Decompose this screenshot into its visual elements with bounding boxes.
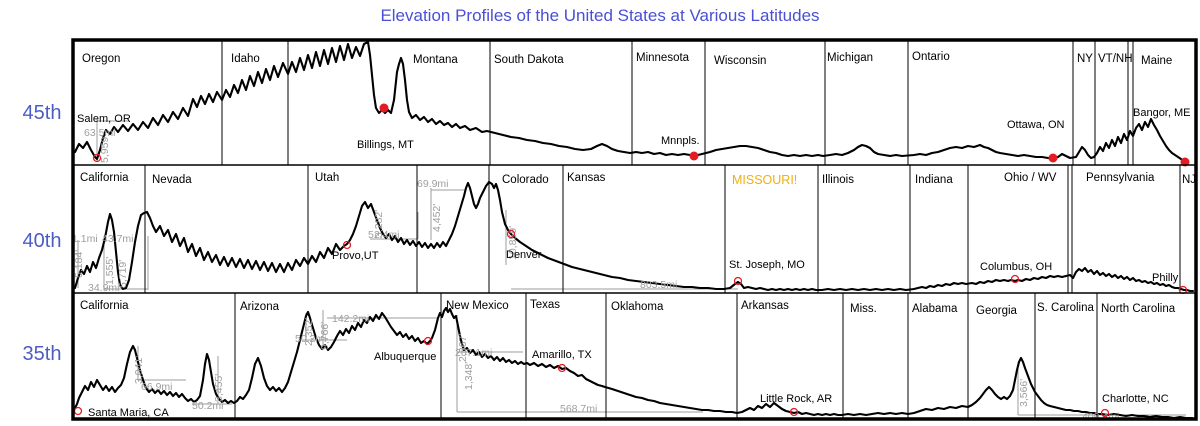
annotation-803-5mi: 803.5mi (640, 279, 677, 291)
annotation-50-2mi: 50.2mi (192, 400, 224, 412)
annotation-3-041: 3,041' (133, 356, 145, 384)
state-label-texas: Texas (530, 299, 560, 311)
annotation-9-766: 9,766' (319, 322, 331, 350)
annotation-207-1mi: 207.1mi (455, 347, 492, 359)
state-label-indiana: Indiana (915, 174, 953, 186)
state-label-missouri: MISSOURI! (732, 173, 797, 187)
annotation-4-452: 4,452' (431, 204, 443, 232)
state-label-ohio-wv: Ohio / WV (1004, 172, 1057, 184)
elevation-profile-45th (73, 40, 1187, 164)
annotation-69-9mi: 69.9mi (417, 178, 449, 190)
annotation-5-184: 5,184' (73, 250, 85, 278)
annotation-3-566: 3,566' (1018, 379, 1030, 407)
annotation-1-1mi: 1.1mi (72, 233, 98, 245)
city-marker-provo-ut (342, 240, 352, 250)
city-label-little-rock-ar: Little Rock, AR (760, 393, 832, 405)
city-label-santa-maria-ca: Santa Maria, CA (88, 407, 169, 419)
annotation-66-9mi: 66.9mi (141, 381, 173, 393)
state-label-nj: NJ (1182, 174, 1196, 186)
city-marker-salem-or (92, 153, 102, 163)
city-marker-little-rock-ar (789, 407, 799, 417)
city-marker-ottawa-on (1048, 153, 1058, 163)
state-label-new-mexico: New Mexico (446, 300, 509, 312)
annotation-5-959: 5,959' (99, 135, 111, 163)
city-marker-billings-mt (379, 103, 389, 113)
state-label-north-carolina: North Carolina (1101, 303, 1176, 315)
city-label-bangor-me: Bangor, ME (1133, 107, 1190, 119)
state-label-ontario: Ontario (912, 51, 950, 63)
state-label-maine: Maine (1141, 55, 1172, 67)
city-label-philly: Philly (1152, 272, 1179, 284)
state-label-idaho: Idaho (231, 53, 260, 65)
state-label-wisconsin: Wisconsin (714, 55, 766, 67)
state-label-ny: NY (1077, 53, 1093, 65)
latitude-label-40th: 40th (22, 230, 62, 252)
state-label-pennsylvania: Pennsylvania (1086, 172, 1155, 184)
annotation-142-2mi: 142.2mi (332, 313, 369, 325)
annotation-3-455: 3,455' (213, 374, 225, 402)
city-label-provo-ut: Provo,UT (332, 250, 379, 262)
annotation-2-352: 2,352' (303, 318, 315, 346)
chart-frame (71, 38, 1198, 421)
state-label-michigan: Michigan (827, 52, 873, 64)
state-label-arkansas: Arkansas (741, 300, 789, 312)
annotation-50-2mi: 50.2mi (295, 333, 327, 345)
state-label-colorado: Colorado (502, 174, 549, 186)
city-marker-denver (506, 229, 516, 239)
city-label-billings-mt: Billings, MT (357, 139, 414, 151)
state-label-south-dakota: South Dakota (494, 54, 564, 66)
city-marker-columbus-oh (1010, 274, 1020, 284)
state-label-montana: Montana (413, 54, 458, 66)
state-label-oklahoma: Oklahoma (611, 301, 664, 313)
state-label-arizona: Arizona (240, 301, 280, 313)
annotation-1-555: 1,555' (104, 257, 116, 285)
city-marker-mnnpls (689, 151, 699, 161)
state-label-vt-nh: VT/NH (1098, 53, 1133, 65)
state-label-nevada: Nevada (152, 174, 192, 186)
state-label-california: California (80, 300, 129, 312)
annotation-10-859: 10,859' (507, 226, 519, 260)
city-label-amarillo-tx: Amarillo, TX (532, 349, 592, 361)
state-label-georgia: Georgia (976, 305, 1018, 317)
latitude-label-45th: 45th (22, 102, 62, 124)
city-marker-st-joseph-mo (733, 276, 743, 286)
state-label-kansas: Kansas (567, 172, 606, 184)
state-label-illinois: Illinois (822, 174, 854, 186)
annotation-409-4mi: 409.4mi (1082, 411, 1119, 423)
annotation-52-4mi: 52.4mi (368, 229, 400, 241)
city-marker-charlotte-nc (1100, 408, 1110, 418)
city-label-mnnpls: Mnnpls. (661, 135, 700, 147)
elevation-profile-40th (73, 180, 1195, 293)
elevation-profile-35th (73, 306, 1194, 420)
annotation-63-5mi: 63.5mi (84, 127, 116, 139)
annotation-1-348: 1,348' (463, 362, 475, 390)
state-label-s-carolina: S. Carolina (1037, 302, 1094, 314)
annotation-43-7mi: 43.7mi (102, 233, 134, 245)
city-marker-santa-maria-ca (73, 406, 83, 416)
latitude-label-35th: 35th (22, 343, 62, 365)
city-marker-albuquerque (423, 336, 433, 346)
chart-title: Elevation Profiles of the United States … (380, 6, 820, 25)
state-label-oregon: Oregon (82, 53, 120, 65)
city-label-columbus-oh: Columbus, OH (980, 261, 1052, 273)
state-label-california: California (80, 172, 129, 184)
state-label-utah: Utah (315, 172, 339, 184)
state-label-minnesota: Minnesota (636, 52, 690, 64)
city-label-salem-or: Salem, OR (77, 113, 131, 125)
annotation-2-867: 2,867' (457, 334, 469, 362)
city-label-ottawa-on: Ottawa, ON (1007, 119, 1065, 131)
annotation-5-719: 5,719' (117, 260, 129, 288)
city-label-st-joseph-mo: St. Joseph, MO (729, 259, 805, 271)
city-marker-amarillo-tx (557, 363, 567, 373)
annotation-34-9mi: 34.9mi (88, 282, 120, 294)
city-label-charlotte-nc: Charlotte, NC (1102, 393, 1169, 405)
annotation-568-7mi: 568.7mi (560, 403, 597, 415)
state-label-alabama: Alabama (912, 303, 958, 315)
city-label-denver: Denver (506, 249, 542, 261)
annotation-3-282: 3,282' (373, 210, 385, 238)
state-label-miss: Miss. (850, 303, 877, 315)
city-label-albuquerque: Albuquerque (374, 351, 436, 363)
